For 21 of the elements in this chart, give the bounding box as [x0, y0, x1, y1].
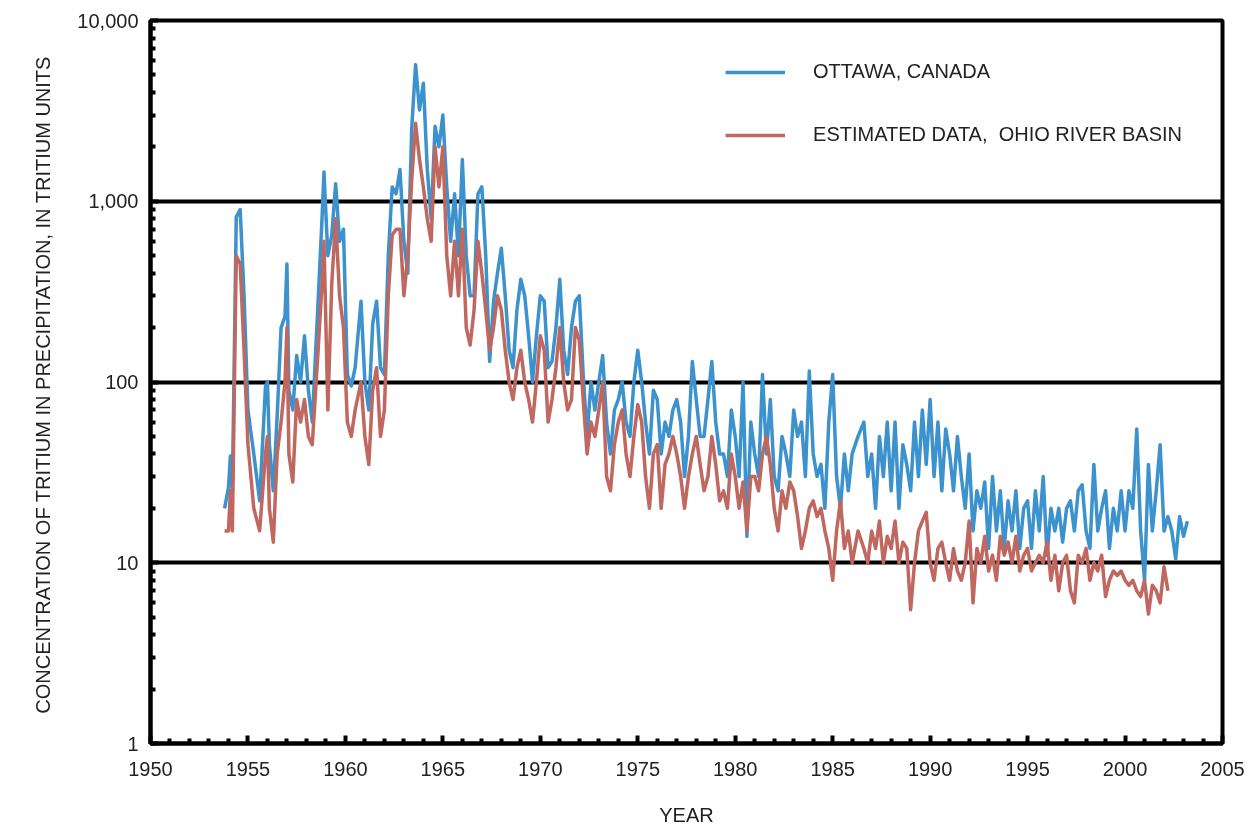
x-tick-label: 1960	[323, 757, 368, 780]
x-tick-label: 1965	[420, 757, 466, 780]
x-axis-title: YEAR	[659, 803, 714, 826]
x-tick-label: 1975	[615, 757, 661, 780]
x-tick-label: 1955	[225, 757, 271, 780]
y-tick-label: 1	[127, 732, 139, 755]
y-tick-label: 10,000	[77, 9, 139, 32]
x-tick-label: 1995	[1005, 757, 1050, 780]
x-tick-label: 1985	[810, 757, 855, 780]
y-axis-title: CONCENTRATION OF TRITIUM IN PRECIPITATION, IN TRITIUM UNITS	[32, 56, 55, 714]
x-tick-label: 2000	[1102, 757, 1148, 780]
x-tick-label: 1980	[712, 757, 758, 780]
y-tick-label: 10	[116, 551, 139, 574]
x-tick-label: 1970	[518, 757, 563, 780]
x-tick-label: 1950	[128, 757, 173, 780]
legend-label: ESTIMATED DATA, OHIO RIVER BASIN	[813, 123, 1182, 146]
y-tick-label: 1,000	[88, 190, 139, 213]
legend-label: OTTAWA, CANADA	[813, 60, 991, 83]
x-tick-label: 1990	[907, 757, 953, 780]
y-tick-label: 100	[105, 371, 139, 393]
x-tick-label: 2005	[1200, 757, 1245, 780]
